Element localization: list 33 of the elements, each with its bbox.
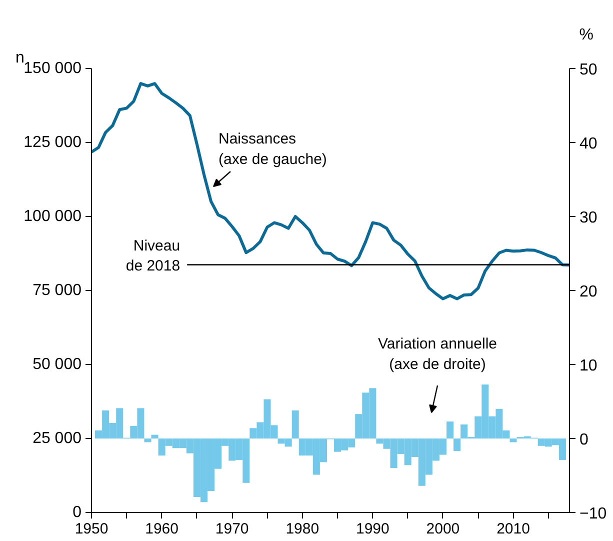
ref-line-label: Niveau de 2018	[126, 237, 180, 275]
x-tick-label: 1990	[356, 520, 390, 538]
bar	[292, 410, 299, 438]
y-tick-label: 75 000	[32, 282, 82, 299]
annotation: Variation annuelle (axe de droite)	[378, 336, 497, 373]
y-tick-label: 100 000	[24, 208, 82, 225]
y2-tick-label: 10	[580, 358, 598, 374]
y-tick-label: 150 000	[24, 60, 82, 77]
y-tick-label: 25 000	[32, 430, 82, 447]
bar	[454, 438, 461, 452]
y-tick-label: 0	[72, 504, 82, 521]
bar	[446, 421, 454, 438]
bar	[151, 434, 158, 438]
y-tick-label: 125 000	[24, 134, 82, 151]
annotation: Naissances (axe de gauche)	[218, 130, 327, 168]
y2-axis-title: %	[579, 26, 594, 44]
y-axis-title: n	[16, 50, 24, 66]
y2-tick-label: 30	[580, 210, 598, 226]
y2-tick-label: 20	[580, 284, 598, 300]
y2-tick-label: 50	[580, 62, 598, 78]
x-tick-label: 1980	[286, 520, 320, 538]
y-tick-label: 50 000	[32, 356, 82, 373]
x-tick-label: 2010	[496, 520, 530, 538]
bar	[144, 438, 152, 442]
x-tick-label: 1960	[145, 520, 178, 538]
line-series	[92, 82, 570, 300]
y2-tick-label: 40	[580, 136, 598, 152]
bar	[510, 438, 517, 442]
x-tick-label: 1950	[74, 520, 108, 538]
x-tick-label: 2000	[426, 520, 460, 538]
y2-tick-label: −10	[580, 506, 607, 522]
y2-tick-label: 0	[580, 432, 588, 448]
x-tick-label: 1970	[215, 520, 249, 538]
